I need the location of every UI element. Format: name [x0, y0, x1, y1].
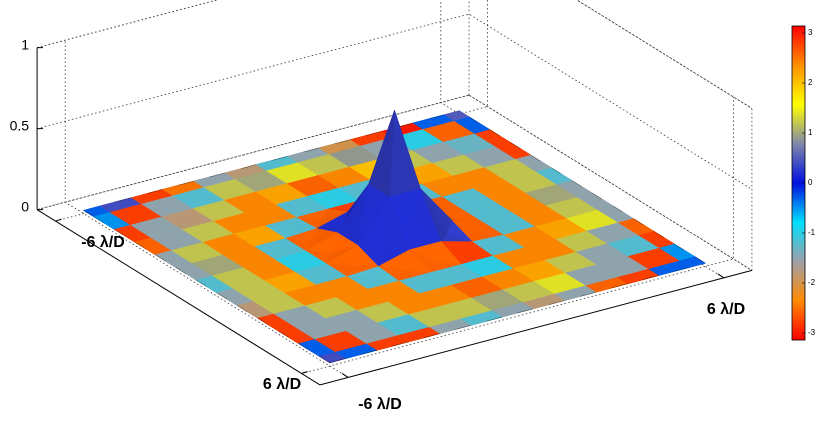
z-tick-label: 0.5 [10, 117, 30, 133]
surface-patch [319, 356, 331, 364]
grid-line [64, 40, 349, 378]
z-tick-label: 0 [21, 198, 29, 214]
x-tick [717, 273, 725, 279]
colorbar-tick-label: 0 [808, 178, 813, 187]
x-tick [341, 373, 349, 378]
grid-line [36, 0, 753, 109]
colorbar-tick-label: 1 [808, 128, 813, 137]
wall-edge [36, 94, 470, 211]
wall-edge [36, 0, 219, 49]
y-tick-label: 6 λ/D [263, 376, 301, 393]
colorbar-tick-label: 2 [808, 78, 813, 87]
colorbar-tick-label: -2 [808, 278, 816, 287]
grid-line [36, 94, 753, 271]
y-tick [301, 370, 308, 374]
surface-patch [329, 358, 346, 364]
grid-line [36, 13, 753, 190]
x-tick-label: 6 λ/D [707, 301, 745, 318]
y-tick-label: -6 λ/D [81, 234, 125, 251]
grid-line [440, 0, 725, 279]
colorbar-tick-label: -3 [808, 328, 816, 337]
colorbar-tick-label: -1 [808, 228, 816, 237]
y-tick [55, 218, 62, 222]
surface-patch [694, 256, 706, 264]
x-tick-label: -6 λ/D [358, 396, 402, 413]
colorbar-tick-label: 3 [808, 28, 813, 37]
grid-line [301, 96, 734, 374]
z-tick-label: 1 [21, 36, 29, 52]
wall-edge [576, 0, 753, 109]
x-axis [319, 269, 753, 386]
y-axis [36, 209, 321, 386]
